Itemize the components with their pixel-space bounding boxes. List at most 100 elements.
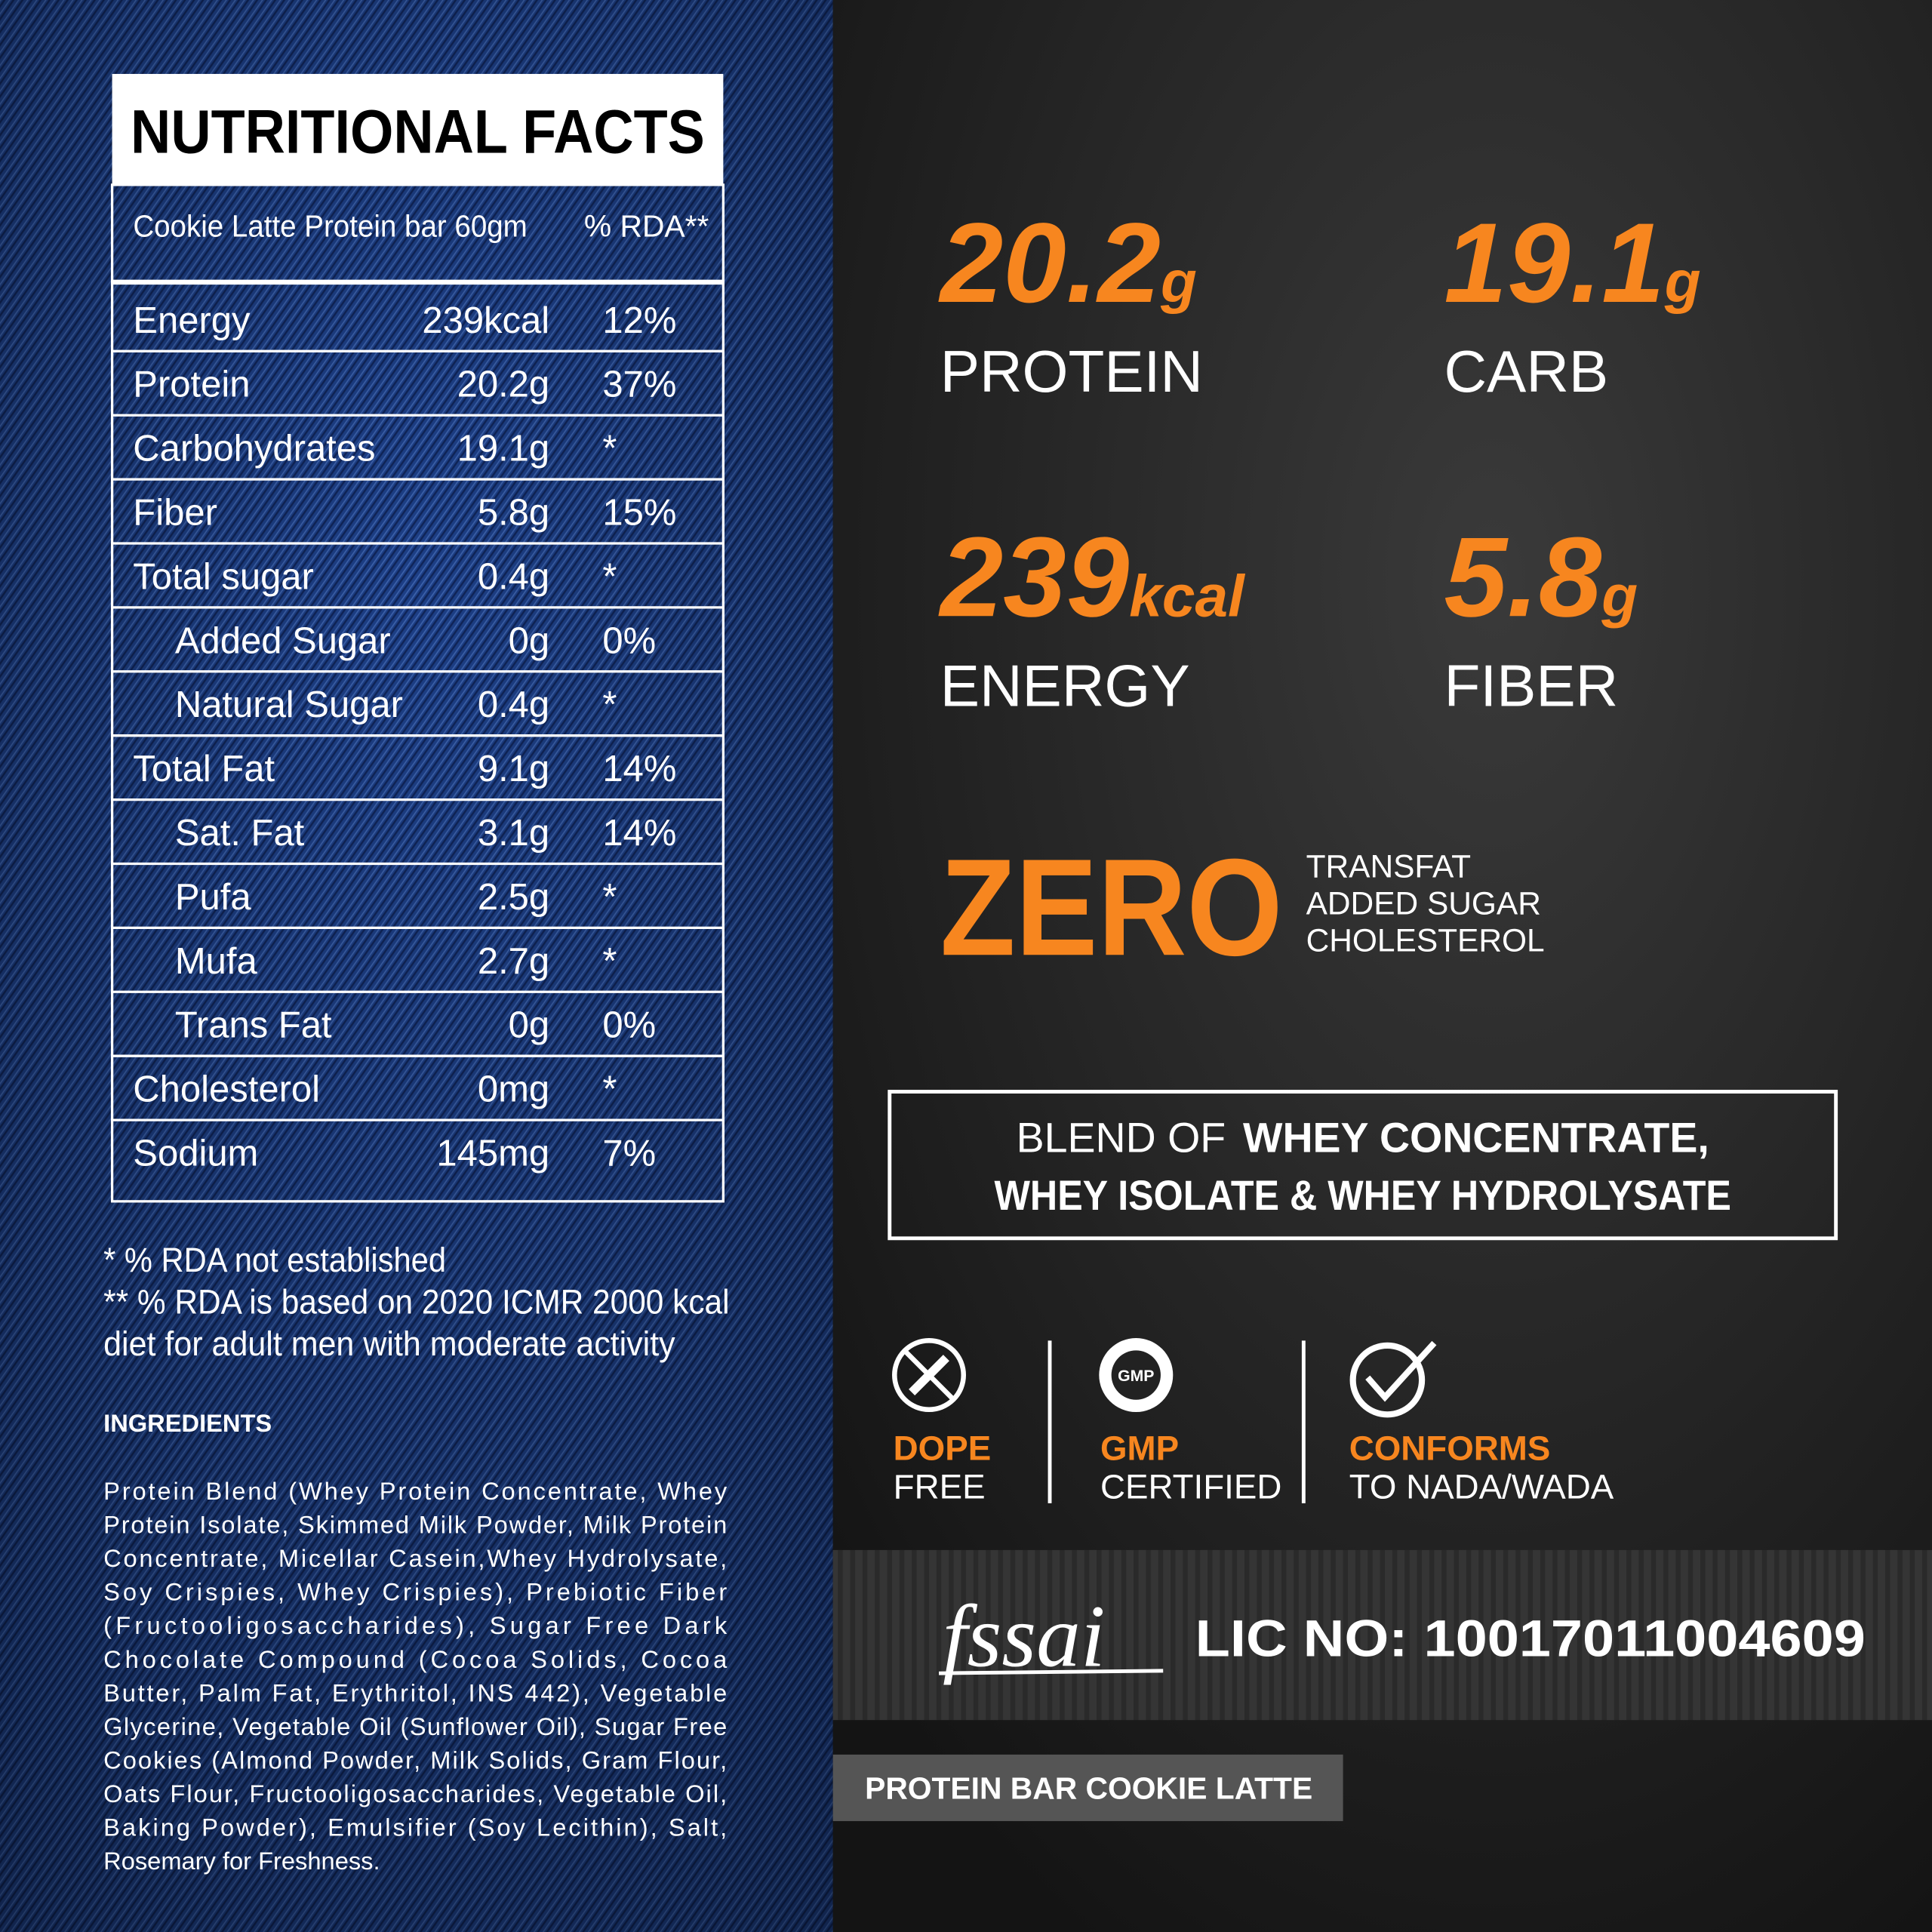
nutrient-name: Sodium — [133, 1133, 258, 1174]
title-box — [112, 73, 724, 185]
nutrient-name: Cholesterol — [133, 1069, 320, 1110]
highlight-value: 20.2g — [938, 199, 1197, 326]
blend-line: BLEND OF WHEY CONCENTRATE, — [1017, 1115, 1709, 1161]
nutrient-amount: 3.1g — [478, 813, 549, 854]
denim-shade — [0, 0, 833, 1932]
ingredient-line: Cookies (Almond Powder, Milk Solids, Gra… — [103, 1746, 727, 1774]
zero-item: ADDED SUGAR — [1306, 885, 1541, 921]
nutrient-name: Added Sugar — [175, 620, 391, 661]
badge-icon-text: GMP — [1118, 1367, 1154, 1385]
nutrient-amount: 0g — [509, 1005, 549, 1046]
ingredient-line: Soy Crispies, Whey Crispies), Prebiotic … — [103, 1578, 727, 1606]
nutrient-amount: 0.4g — [478, 556, 549, 597]
fssai-logo: fssai — [943, 1587, 1106, 1685]
ingredient-line: Oats Flour, Fructooligosaccharides, Vege… — [103, 1780, 727, 1807]
nutrient-rda: * — [602, 877, 617, 918]
nutrient-name: Carbohydrates — [133, 429, 375, 469]
nutrient-name: Energy — [133, 300, 251, 341]
nutrient-name: Total Fat — [133, 749, 275, 789]
highlight-value: 5.8g — [1444, 513, 1638, 640]
nutrient-rda: 7% — [602, 1133, 656, 1174]
nutrient-rda: 14% — [602, 749, 676, 789]
ingredients-title: INGREDIENTS — [103, 1409, 272, 1437]
value-number: 239 — [938, 513, 1130, 640]
nutrient-amount: 2.7g — [478, 941, 549, 982]
nutrient-amount: 0g — [509, 620, 549, 661]
badge-subtitle: TO NADA/WADA — [1349, 1467, 1614, 1506]
nutrient-name: Protein — [133, 365, 250, 405]
rda-header: % RDA** — [584, 208, 709, 243]
nutrient-rda: 0% — [602, 620, 656, 661]
highlight-label: CARB — [1444, 338, 1608, 405]
badge-title: DOPE — [894, 1429, 992, 1468]
license-number: LIC NO: 10017011004609 — [1195, 1609, 1866, 1667]
highlight-value: 19.1g — [1444, 199, 1700, 326]
ingredient-line: Rosemary for Freshness. — [103, 1847, 380, 1875]
nutrient-amount: 9.1g — [478, 749, 549, 789]
nutrient-name: Mufa — [175, 941, 258, 982]
logo-underline — [939, 1669, 1164, 1675]
nutrient-name: Sat. Fat — [175, 813, 305, 854]
nutrient-amount: 5.8g — [478, 493, 549, 534]
ingredient-line: Protein Blend (Whey Protein Concentrate,… — [103, 1477, 728, 1505]
badge-subtitle: FREE — [894, 1467, 986, 1506]
footnote: ** % RDA is based on 2020 ICMR 2000 kcal — [103, 1282, 729, 1321]
product-tag — [832, 1754, 1343, 1822]
nutrient-amount: 239kcal — [422, 300, 549, 341]
footnote: * % RDA not established — [103, 1241, 446, 1279]
nutrient-rda: 12% — [602, 300, 676, 341]
ingredient-line: Concentrate, Micellar Casein,Whey Hydrol… — [103, 1544, 727, 1572]
nutrient-amount: 0mg — [478, 1069, 549, 1110]
value-number: 20.2 — [938, 199, 1161, 326]
product-name: PROTEIN BAR COOKIE LATTE — [865, 1771, 1312, 1806]
zero-item: CHOLESTEROL — [1306, 922, 1545, 958]
highlight-label: ENERGY — [940, 653, 1190, 719]
ingredient-line: Butter, Palm Fat, Erythritol, INS 442), … — [103, 1678, 727, 1706]
check-icon — [1349, 1340, 1437, 1418]
highlight-label: PROTEIN — [940, 338, 1203, 405]
zero-word: ZERO — [940, 829, 1283, 984]
nutrient-amount: 20.2g — [457, 365, 550, 405]
nutrient-rda: * — [602, 941, 617, 982]
value-number: 5.8 — [1444, 513, 1601, 640]
value-number: 19.1 — [1444, 199, 1664, 326]
highlight-value: 239kcal — [938, 513, 1246, 640]
serving: Cookie Latte Protein bar 60gm — [133, 208, 527, 243]
table-frame — [110, 183, 724, 1203]
nutrient-name: Fiber — [133, 493, 217, 534]
dope-icon — [892, 1338, 966, 1413]
nutrient-rda: * — [602, 1069, 617, 1110]
nutrient-rda: 15% — [602, 493, 676, 534]
blend-strong: WHEY CONCENTRATE, — [1243, 1115, 1709, 1161]
badge-title: CONFORMS — [1349, 1429, 1551, 1468]
nutrient-name: Natural Sugar — [175, 685, 403, 725]
highlight-label: FIBER — [1444, 653, 1618, 719]
nutrient-rda: 0% — [602, 1005, 656, 1046]
nutrient-rda: * — [602, 685, 617, 725]
badge-title: GMP — [1100, 1429, 1179, 1468]
nutrient-amount: 0.4g — [478, 685, 549, 725]
value-unit: kcal — [1129, 562, 1246, 629]
gmp-icon — [1099, 1338, 1174, 1413]
blend-box — [888, 1090, 1838, 1241]
nutrient-amount: 19.1g — [457, 429, 550, 469]
nutrient-name: Pufa — [175, 877, 252, 918]
value-unit: g — [1664, 248, 1701, 315]
ingredient-line: Baking Powder), Emulsifier (Soy Lecithin… — [103, 1814, 727, 1841]
zero-item: TRANSFAT — [1306, 848, 1472, 884]
nutrient-amount: 145mg — [436, 1133, 549, 1174]
nutrient-rda: * — [602, 429, 617, 469]
footnote: diet for adult men with moderate activit… — [103, 1324, 675, 1363]
nutrient-rda: 37% — [602, 365, 676, 405]
nutrient-amount: 2.5g — [478, 877, 549, 918]
nutrient-rda: * — [602, 556, 617, 597]
ingredient-line: Protein Isolate, Skimmed Milk Powder, Mi… — [103, 1511, 727, 1539]
nutrient-rda: 14% — [602, 813, 676, 854]
nutrient-name: Total sugar — [133, 556, 314, 597]
value-unit: g — [1601, 562, 1638, 629]
blend-prefix: BLEND OF — [1017, 1115, 1226, 1161]
badge-subtitle: CERTIFIED — [1100, 1467, 1281, 1506]
license-band — [832, 1549, 1932, 1721]
